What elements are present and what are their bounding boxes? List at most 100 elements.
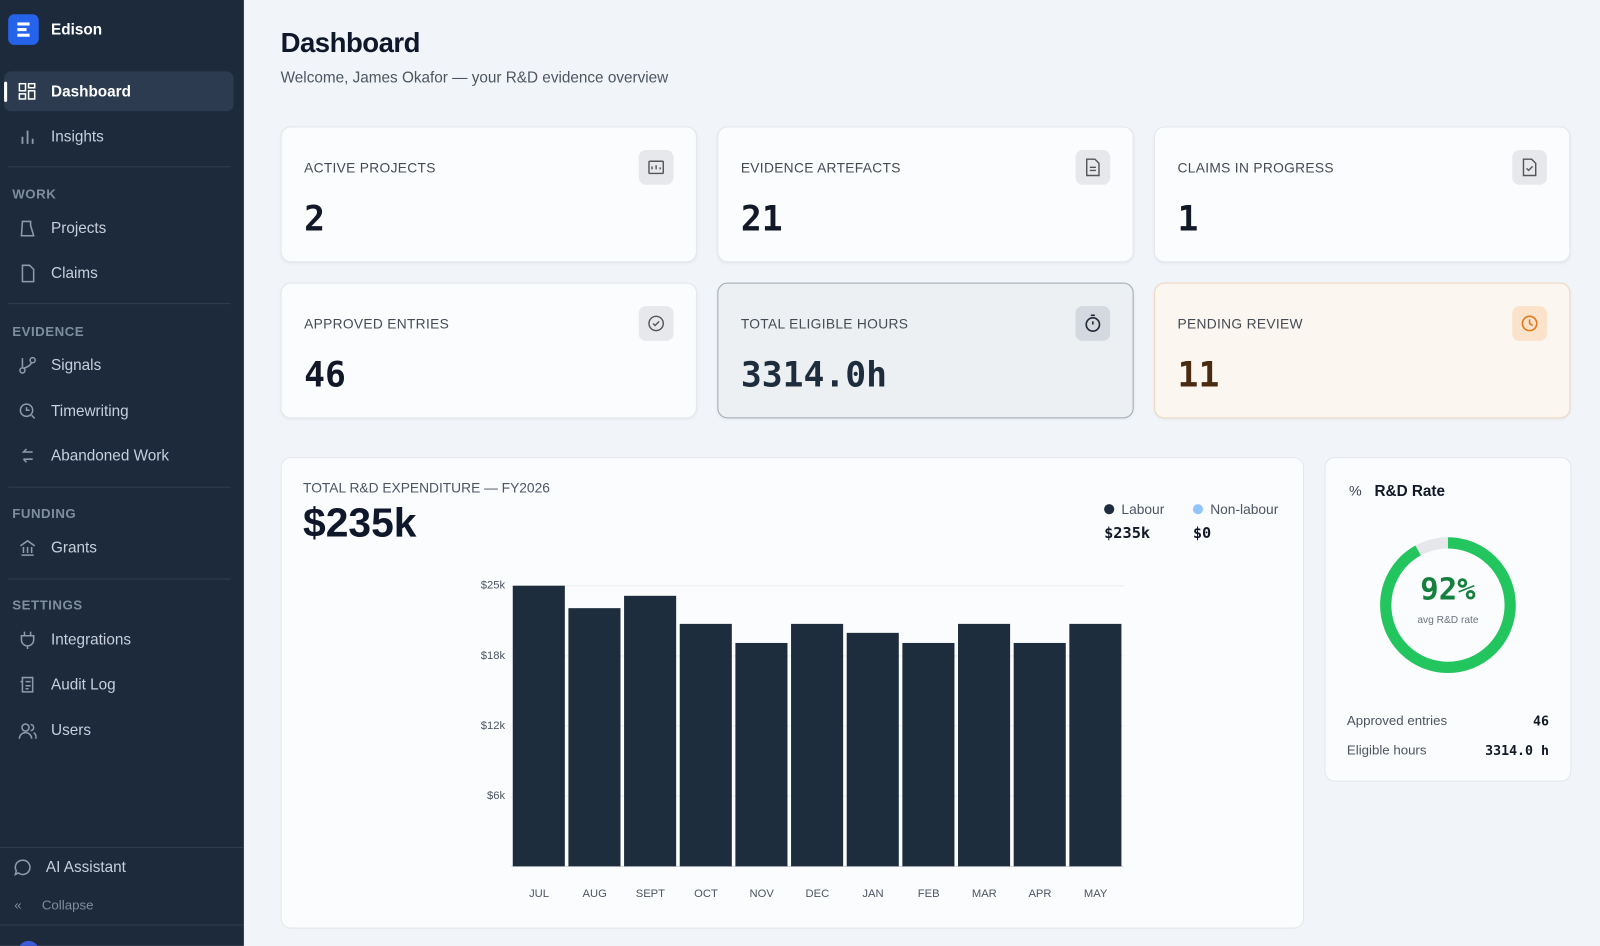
x-tick-label: APR [1028, 888, 1051, 900]
icon [20, 631, 35, 649]
x-tick-label: JUL [529, 888, 549, 900]
nav-item[interactable]: Grants [51, 539, 97, 557]
brand: Edison [51, 21, 103, 39]
chart-card: TOTAL R&D EXPENDITURE — FY2026 $235k $6k… [280, 457, 1305, 929]
legend-swatch [1192, 504, 1204, 515]
row-label: Eligible hours [1347, 743, 1427, 758]
active-indicator [4, 81, 8, 103]
ai-assistant[interactable]: AI Assistant [45, 858, 126, 877]
logo-mark [17, 22, 30, 37]
legend-total: $0 [1193, 524, 1211, 542]
bar [512, 585, 565, 867]
nav-item[interactable]: Signals [51, 356, 102, 374]
nav-item[interactable]: Insights [51, 128, 104, 146]
legend-total: $235k [1104, 524, 1150, 542]
x-tick-label: NOV [750, 888, 775, 900]
nav-item[interactable]: Abandoned Work [51, 447, 170, 465]
x-tick-label: MAR [972, 888, 997, 900]
bar [568, 608, 621, 867]
x-tick-label: AUG [583, 888, 607, 900]
nav-item[interactable]: Integrations [51, 631, 132, 649]
stat-icon [1075, 149, 1111, 185]
page-subtitle: Welcome, James Okafor — your R&D evidenc… [280, 69, 669, 87]
chart-title: TOTAL R&D EXPENDITURE — FY2026 [303, 480, 550, 495]
nav-item[interactable]: Users [51, 721, 91, 740]
bar [679, 623, 732, 867]
stat-value: 1 [1177, 198, 1199, 240]
divider [8, 578, 231, 580]
bar [846, 632, 899, 867]
rate-caption: avg R&D rate [1417, 615, 1478, 626]
icon [21, 264, 35, 283]
legend-label: Labour [1121, 502, 1164, 517]
icon [20, 676, 34, 693]
stat-label: CLAIMS IN PROGRESS [1177, 160, 1334, 176]
bar [735, 642, 788, 867]
icon [21, 448, 33, 463]
stat-icon [638, 149, 674, 185]
stat-icon [638, 306, 674, 341]
active-nav-bg[interactable] [4, 71, 234, 112]
legend-label: Non-labour [1210, 502, 1279, 517]
y-tick-label: $25k [481, 580, 506, 592]
icon [14, 859, 31, 876]
stat-value: 2 [304, 198, 325, 240]
stat-label: EVIDENCE ARTEFACTS [740, 160, 901, 176]
y-tick-label: $18k [481, 650, 506, 662]
nav-item[interactable]: Audit Log [51, 676, 116, 694]
stat-value: 21 [740, 198, 783, 240]
stat-icon [1512, 306, 1547, 341]
chart: TOTAL R&D EXPENDITURE — FY2026 $235k $6k… [303, 480, 1279, 900]
y-tick-label: $12k [481, 720, 506, 732]
icon [21, 130, 34, 144]
chart-total: $235k [303, 499, 417, 545]
divider [0, 846, 244, 848]
bar [1069, 623, 1122, 867]
icon [18, 82, 36, 100]
stat-card: EVIDENCE ARTEFACTS 21 [717, 126, 1134, 263]
nav-item[interactable]: Claims [51, 264, 98, 283]
x-tick-label: MAY [1084, 888, 1108, 900]
x-tick-label: DEC [806, 888, 830, 900]
bar [902, 642, 955, 867]
rate-card: % R&D Rate 92% avg R&D rate Approved ent… [1324, 457, 1572, 782]
nav-item[interactable]: Timewriting [51, 402, 129, 420]
row-label: Approved entries [1347, 713, 1448, 728]
section-title: FUNDING [12, 505, 77, 521]
x-tick-label: OCT [694, 888, 718, 900]
x-tick-label: FEB [918, 888, 940, 900]
x-tick-label: SEPT [636, 888, 665, 900]
nav-item[interactable]: Dashboard [51, 83, 131, 101]
collapse[interactable]: Collapse [41, 897, 94, 913]
nav-item[interactable]: Projects [51, 219, 107, 238]
icon [18, 723, 37, 740]
row-value: 3314.0 h [1485, 744, 1549, 759]
stat-card: TOTAL ELIGIBLE HOURS 3314.0h [717, 282, 1134, 419]
bar [791, 623, 844, 867]
rate-value: 92% [1420, 572, 1476, 607]
x-tick-label: JAN [862, 888, 883, 900]
stat-label: APPROVED ENTRIES [304, 316, 450, 332]
icon [20, 220, 35, 237]
stat-card: CLAIMS IN PROGRESS 1 [1154, 126, 1571, 263]
collapse-icon: « [14, 897, 22, 913]
stat-value: 3314.0h [740, 355, 888, 396]
stat-label: ACTIVE PROJECTS [304, 160, 436, 176]
legend-swatch [1104, 504, 1115, 515]
divider [8, 303, 231, 305]
divider [8, 166, 231, 168]
divider [8, 486, 231, 488]
section-title: SETTINGS [12, 597, 83, 613]
icon [19, 403, 36, 419]
avatar[interactable] [18, 940, 39, 946]
page-title: Dashboard [280, 27, 421, 59]
stat-label: PENDING REVIEW [1177, 316, 1303, 332]
bar [958, 623, 1011, 867]
stat-card: APPROVED ENTRIES 46 [280, 282, 697, 419]
divider [0, 924, 244, 926]
section-title: WORK [12, 186, 57, 202]
row-value: 46 [1533, 714, 1549, 729]
stat-label: TOTAL ELIGIBLE HOURS [740, 316, 909, 332]
